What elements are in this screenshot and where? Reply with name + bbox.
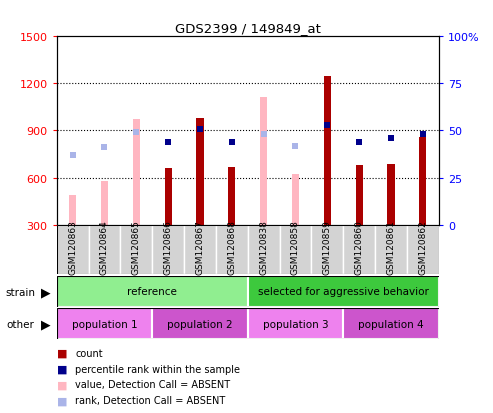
Text: GSM120838: GSM120838 [259,220,268,275]
Bar [165,169,172,225]
Bar [375,225,407,275]
Bar [312,225,343,275]
Text: ■: ■ [57,364,67,374]
Text: other: other [6,320,34,330]
Text: GSM120859: GSM120859 [323,220,332,275]
Text: GSM120858: GSM120858 [291,220,300,275]
Text: ▶: ▶ [40,286,50,299]
Bar [355,166,363,225]
Bar [387,165,394,225]
Bar [228,167,236,225]
Text: ■: ■ [57,348,67,358]
Bar [343,308,439,339]
Bar [152,225,184,275]
Text: reference: reference [127,287,177,297]
Bar [292,174,299,225]
Bar [101,182,108,225]
Text: GSM120861: GSM120861 [387,220,395,275]
Bar [133,119,140,225]
Text: GSM120868: GSM120868 [227,220,236,275]
Bar [57,276,247,307]
Bar [419,138,426,225]
Text: ■: ■ [57,380,67,389]
Text: ▶: ▶ [40,318,50,331]
Text: population 1: population 1 [71,319,137,329]
Text: GSM120864: GSM120864 [100,220,109,275]
Bar [57,308,152,339]
Text: population 4: population 4 [358,319,424,329]
Bar [247,225,280,275]
Bar [247,276,439,307]
Bar [69,195,76,225]
Bar [216,225,247,275]
Text: GSM120867: GSM120867 [195,220,205,275]
Bar [260,98,267,225]
Text: population 2: population 2 [167,319,233,329]
Bar [324,76,331,225]
Text: GSM120860: GSM120860 [354,220,364,275]
Title: GDS2399 / 149849_at: GDS2399 / 149849_at [175,21,320,35]
Bar [343,225,375,275]
Text: GSM120862: GSM120862 [419,220,427,275]
Text: selected for aggressive behavior: selected for aggressive behavior [258,287,429,297]
Bar [196,119,204,225]
Text: rank, Detection Call = ABSENT: rank, Detection Call = ABSENT [75,395,226,405]
Bar [280,225,312,275]
Bar [120,225,152,275]
Bar [184,225,216,275]
Text: percentile rank within the sample: percentile rank within the sample [75,364,241,374]
Bar [247,308,343,339]
Text: value, Detection Call = ABSENT: value, Detection Call = ABSENT [75,380,231,389]
Text: ■: ■ [57,395,67,405]
Bar [89,225,120,275]
Bar [152,308,247,339]
Text: GSM120865: GSM120865 [132,220,141,275]
Text: strain: strain [6,287,36,297]
Text: GSM120863: GSM120863 [68,220,77,275]
Bar [57,225,89,275]
Text: count: count [75,348,103,358]
Text: population 3: population 3 [263,319,328,329]
Bar [407,225,439,275]
Text: GSM120866: GSM120866 [164,220,173,275]
